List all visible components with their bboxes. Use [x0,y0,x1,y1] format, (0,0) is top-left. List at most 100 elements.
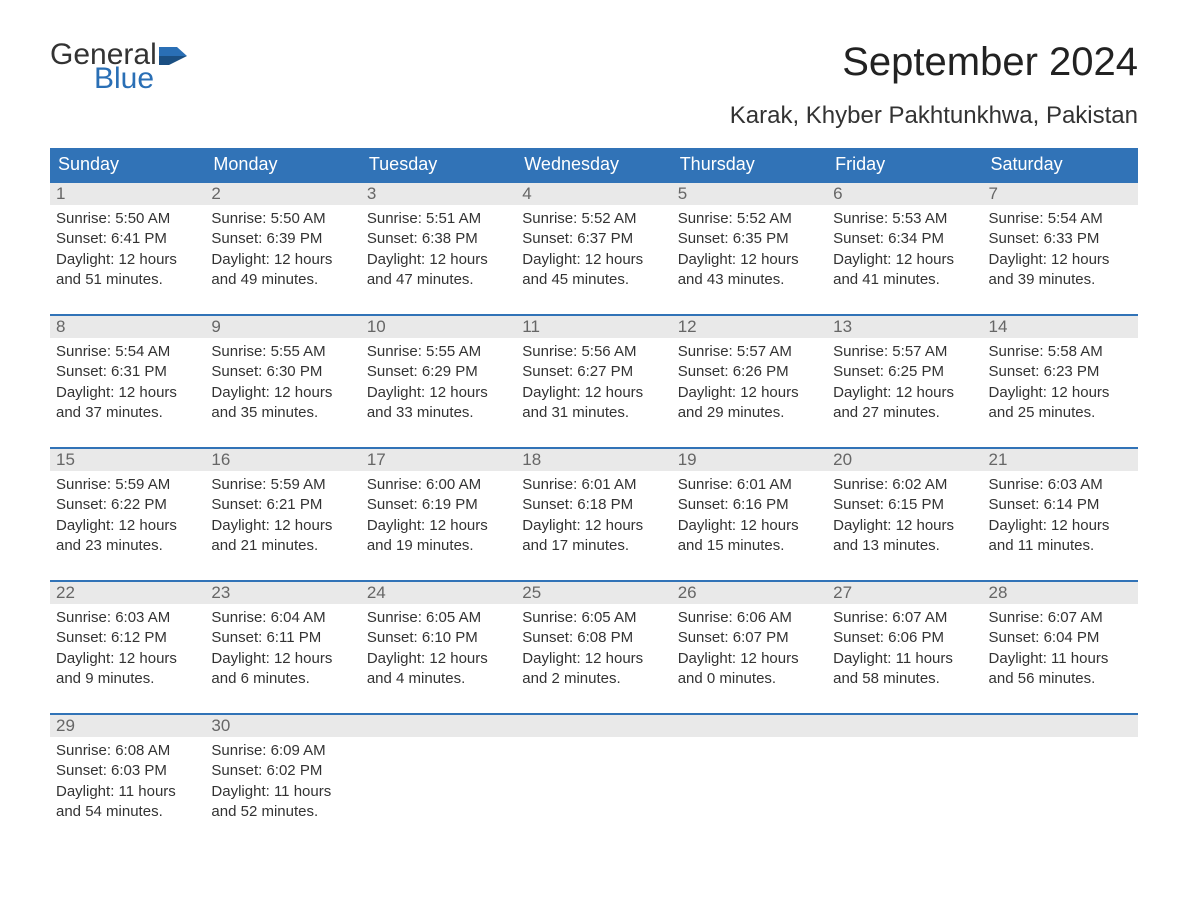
daylight-text-line1: Daylight: 12 hours [833,250,976,270]
sunset-text: Sunset: 6:35 PM [678,229,821,249]
day-number: 28 [983,582,1138,604]
daylight-text-line1: Daylight: 12 hours [833,383,976,403]
day-content: Sunrise: 5:59 AMSunset: 6:22 PMDaylight:… [50,471,205,562]
daylight-text-line2: and 17 minutes. [522,536,665,556]
day-cell: 12Sunrise: 5:57 AMSunset: 6:26 PMDayligh… [672,316,827,429]
daylight-text-line1: Daylight: 12 hours [833,516,976,536]
day-cell [361,715,516,828]
daylight-text-line2: and 27 minutes. [833,403,976,423]
sunset-text: Sunset: 6:23 PM [989,362,1132,382]
day-number: 8 [50,316,205,338]
daylight-text-line2: and 51 minutes. [56,270,199,290]
day-cell: 28Sunrise: 6:07 AMSunset: 6:04 PMDayligh… [983,582,1138,695]
sunrise-text: Sunrise: 6:08 AM [56,741,199,761]
daylight-text-line2: and 33 minutes. [367,403,510,423]
daylight-text-line1: Daylight: 12 hours [522,649,665,669]
sunrise-text: Sunrise: 6:05 AM [367,608,510,628]
day-number: 5 [672,183,827,205]
day-number: 11 [516,316,671,338]
daylight-text-line1: Daylight: 12 hours [367,516,510,536]
sunrise-text: Sunrise: 6:01 AM [678,475,821,495]
day-number: 30 [205,715,360,737]
daylight-text-line1: Daylight: 12 hours [367,250,510,270]
daylight-text-line1: Daylight: 12 hours [989,516,1132,536]
daylight-text-line1: Daylight: 12 hours [211,250,354,270]
day-cell: 11Sunrise: 5:56 AMSunset: 6:27 PMDayligh… [516,316,671,429]
sunrise-text: Sunrise: 5:59 AM [56,475,199,495]
sunset-text: Sunset: 6:30 PM [211,362,354,382]
daylight-text-line2: and 43 minutes. [678,270,821,290]
sunset-text: Sunset: 6:14 PM [989,495,1132,515]
daylight-text-line2: and 9 minutes. [56,669,199,689]
day-number: 17 [361,449,516,471]
day-number: 12 [672,316,827,338]
sunrise-text: Sunrise: 5:55 AM [211,342,354,362]
sunset-text: Sunset: 6:15 PM [833,495,976,515]
sunrise-text: Sunrise: 5:57 AM [833,342,976,362]
day-cell: 22Sunrise: 6:03 AMSunset: 6:12 PMDayligh… [50,582,205,695]
day-content: Sunrise: 5:55 AMSunset: 6:30 PMDaylight:… [205,338,360,429]
sunrise-text: Sunrise: 6:07 AM [989,608,1132,628]
day-cell: 15Sunrise: 5:59 AMSunset: 6:22 PMDayligh… [50,449,205,562]
day-content: Sunrise: 6:03 AMSunset: 6:14 PMDaylight:… [983,471,1138,562]
day-content: Sunrise: 5:52 AMSunset: 6:37 PMDaylight:… [516,205,671,296]
day-content: Sunrise: 6:05 AMSunset: 6:10 PMDaylight:… [361,604,516,695]
sunset-text: Sunset: 6:37 PM [522,229,665,249]
daylight-text-line2: and 49 minutes. [211,270,354,290]
day-number: 7 [983,183,1138,205]
weekday-friday: Friday [827,148,982,181]
day-number: 10 [361,316,516,338]
day-number [827,715,982,737]
sunrise-text: Sunrise: 6:02 AM [833,475,976,495]
day-number [361,715,516,737]
day-content: Sunrise: 6:09 AMSunset: 6:02 PMDaylight:… [205,737,360,828]
sunrise-text: Sunrise: 6:07 AM [833,608,976,628]
daylight-text-line1: Daylight: 12 hours [211,383,354,403]
sunset-text: Sunset: 6:26 PM [678,362,821,382]
day-number: 3 [361,183,516,205]
week-row: 1Sunrise: 5:50 AMSunset: 6:41 PMDaylight… [50,181,1138,296]
day-number: 9 [205,316,360,338]
day-content: Sunrise: 6:05 AMSunset: 6:08 PMDaylight:… [516,604,671,695]
daylight-text-line1: Daylight: 12 hours [678,516,821,536]
sunrise-text: Sunrise: 5:53 AM [833,209,976,229]
sunset-text: Sunset: 6:22 PM [56,495,199,515]
header: General Blue September 2024 [50,40,1138,94]
day-cell: 9Sunrise: 5:55 AMSunset: 6:30 PMDaylight… [205,316,360,429]
weekday-saturday: Saturday [983,148,1138,181]
sunrise-text: Sunrise: 5:57 AM [678,342,821,362]
daylight-text-line1: Daylight: 11 hours [211,782,354,802]
day-cell: 24Sunrise: 6:05 AMSunset: 6:10 PMDayligh… [361,582,516,695]
day-content: Sunrise: 6:02 AMSunset: 6:15 PMDaylight:… [827,471,982,562]
day-content: Sunrise: 6:06 AMSunset: 6:07 PMDaylight:… [672,604,827,695]
day-content: Sunrise: 5:53 AMSunset: 6:34 PMDaylight:… [827,205,982,296]
daylight-text-line2: and 35 minutes. [211,403,354,423]
day-cell: 18Sunrise: 6:01 AMSunset: 6:18 PMDayligh… [516,449,671,562]
daylight-text-line2: and 39 minutes. [989,270,1132,290]
day-content: Sunrise: 6:01 AMSunset: 6:16 PMDaylight:… [672,471,827,562]
sunset-text: Sunset: 6:31 PM [56,362,199,382]
sunset-text: Sunset: 6:12 PM [56,628,199,648]
day-cell: 27Sunrise: 6:07 AMSunset: 6:06 PMDayligh… [827,582,982,695]
week-row: 29Sunrise: 6:08 AMSunset: 6:03 PMDayligh… [50,713,1138,828]
day-cell: 26Sunrise: 6:06 AMSunset: 6:07 PMDayligh… [672,582,827,695]
day-number [672,715,827,737]
daylight-text-line1: Daylight: 11 hours [833,649,976,669]
day-cell [983,715,1138,828]
day-cell: 2Sunrise: 5:50 AMSunset: 6:39 PMDaylight… [205,183,360,296]
daylight-text-line2: and 0 minutes. [678,669,821,689]
day-number: 13 [827,316,982,338]
weekday-tuesday: Tuesday [361,148,516,181]
weekday-header-row: Sunday Monday Tuesday Wednesday Thursday… [50,148,1138,181]
day-content: Sunrise: 6:07 AMSunset: 6:04 PMDaylight:… [983,604,1138,695]
day-content: Sunrise: 5:59 AMSunset: 6:21 PMDaylight:… [205,471,360,562]
sunrise-text: Sunrise: 5:54 AM [989,209,1132,229]
daylight-text-line1: Daylight: 12 hours [367,649,510,669]
sunrise-text: Sunrise: 5:54 AM [56,342,199,362]
day-number: 19 [672,449,827,471]
day-number: 2 [205,183,360,205]
daylight-text-line1: Daylight: 12 hours [211,516,354,536]
sunrise-text: Sunrise: 6:03 AM [989,475,1132,495]
day-cell: 29Sunrise: 6:08 AMSunset: 6:03 PMDayligh… [50,715,205,828]
day-cell: 5Sunrise: 5:52 AMSunset: 6:35 PMDaylight… [672,183,827,296]
